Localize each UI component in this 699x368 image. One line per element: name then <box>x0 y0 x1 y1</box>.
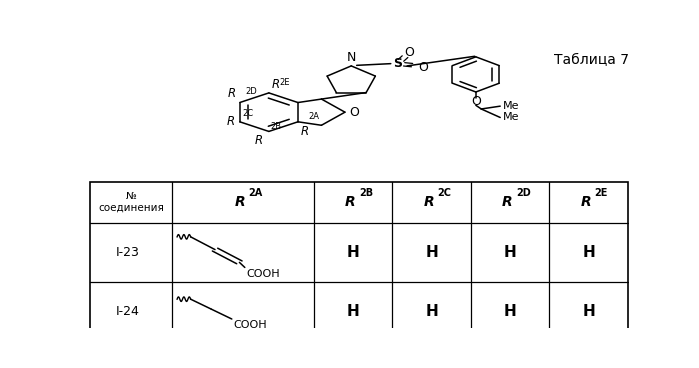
Text: H: H <box>504 245 517 260</box>
Text: O: O <box>404 46 414 59</box>
Text: H: H <box>347 245 359 260</box>
Text: 2E: 2E <box>595 188 608 198</box>
Text: R: R <box>581 195 591 209</box>
Bar <box>90 181 628 342</box>
Text: H: H <box>425 245 438 260</box>
Text: 2C: 2C <box>438 188 452 198</box>
Text: R: R <box>345 195 356 209</box>
Text: H: H <box>582 245 595 260</box>
Text: 2D: 2D <box>245 87 257 96</box>
Text: 2A: 2A <box>249 188 263 198</box>
Text: S: S <box>393 57 402 70</box>
Text: 2C: 2C <box>243 109 254 118</box>
Text: R: R <box>271 78 280 91</box>
Text: Me: Me <box>503 101 519 111</box>
Text: Me: Me <box>503 113 519 123</box>
Text: Таблица 7: Таблица 7 <box>554 53 628 67</box>
Text: N: N <box>347 52 356 64</box>
Text: 2A: 2A <box>309 112 319 121</box>
Text: COOH: COOH <box>233 321 267 330</box>
Text: R: R <box>502 195 513 209</box>
Text: 2E: 2E <box>280 78 290 87</box>
Text: O: O <box>418 61 428 74</box>
Text: H: H <box>582 304 595 319</box>
Text: 2B: 2B <box>359 188 373 198</box>
Text: R: R <box>424 195 434 209</box>
Text: I-24: I-24 <box>116 305 140 318</box>
Text: R: R <box>254 134 262 147</box>
Text: R: R <box>227 87 236 100</box>
Text: H: H <box>425 304 438 319</box>
Text: 2B: 2B <box>271 122 282 131</box>
Text: R: R <box>226 115 234 128</box>
Text: O: O <box>471 95 481 109</box>
Text: R: R <box>301 125 309 138</box>
Text: O: O <box>350 106 359 118</box>
Text: №
соединения: № соединения <box>98 191 164 213</box>
Text: H: H <box>347 304 359 319</box>
Text: 2D: 2D <box>516 188 531 198</box>
Text: I-23: I-23 <box>116 246 140 259</box>
Text: R: R <box>235 195 245 209</box>
Text: COOH: COOH <box>247 269 280 279</box>
Text: H: H <box>504 304 517 319</box>
